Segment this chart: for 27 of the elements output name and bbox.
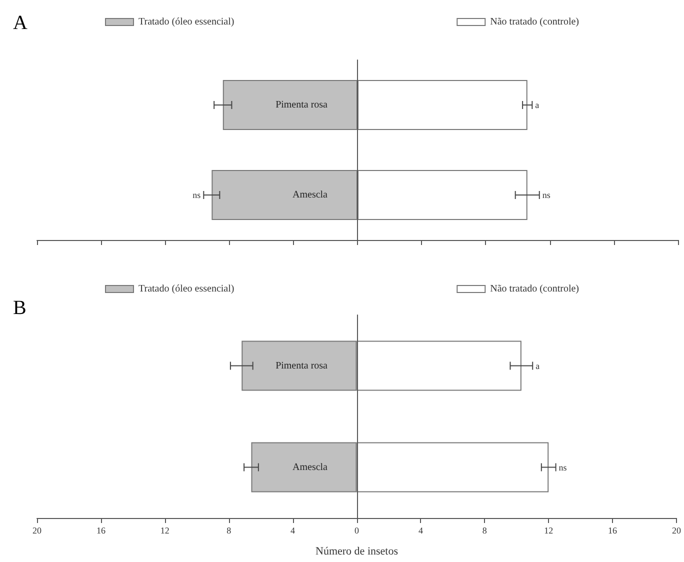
- legend-label: Tratado (óleo essencial): [138, 16, 234, 28]
- legend-label: Não tratado (controle): [490, 284, 580, 294]
- annotation: ns: [192, 190, 202, 200]
- chart-title: B: [13, 297, 26, 319]
- legend-label: Tratado (óleo essencial): [138, 284, 234, 294]
- chart-title: A: [13, 12, 28, 34]
- x-tick-label: 16: [96, 526, 106, 536]
- y-tick-label: Pimenta rosa: [276, 100, 328, 110]
- x-tick-label: 4: [418, 526, 424, 536]
- x-tick-label: 8: [226, 526, 232, 536]
- x-tick-label: 12: [160, 526, 170, 536]
- annotation: ns: [542, 190, 551, 200]
- y-tick-label: Pimenta rosa: [276, 360, 328, 372]
- x-tick-label: 8: [482, 526, 488, 536]
- x-tick-label: 4: [290, 526, 296, 536]
- x-tick-label: 0: [354, 526, 360, 536]
- x-tick-label: 12: [544, 526, 554, 536]
- legend-label: Não tratado (controle): [490, 16, 580, 28]
- annotation: a: [536, 360, 540, 371]
- x-tick-label: 20: [32, 526, 42, 536]
- annotation: a: [535, 100, 540, 110]
- x-tick-label: 20: [672, 526, 682, 536]
- y-tick-label: Amescla: [292, 190, 328, 200]
- y-tick-label: Amescla: [292, 462, 328, 473]
- x-tick-label: 16: [608, 526, 618, 536]
- x-axis-title: Número de insetos: [316, 546, 398, 558]
- annotation: ns: [558, 462, 568, 472]
